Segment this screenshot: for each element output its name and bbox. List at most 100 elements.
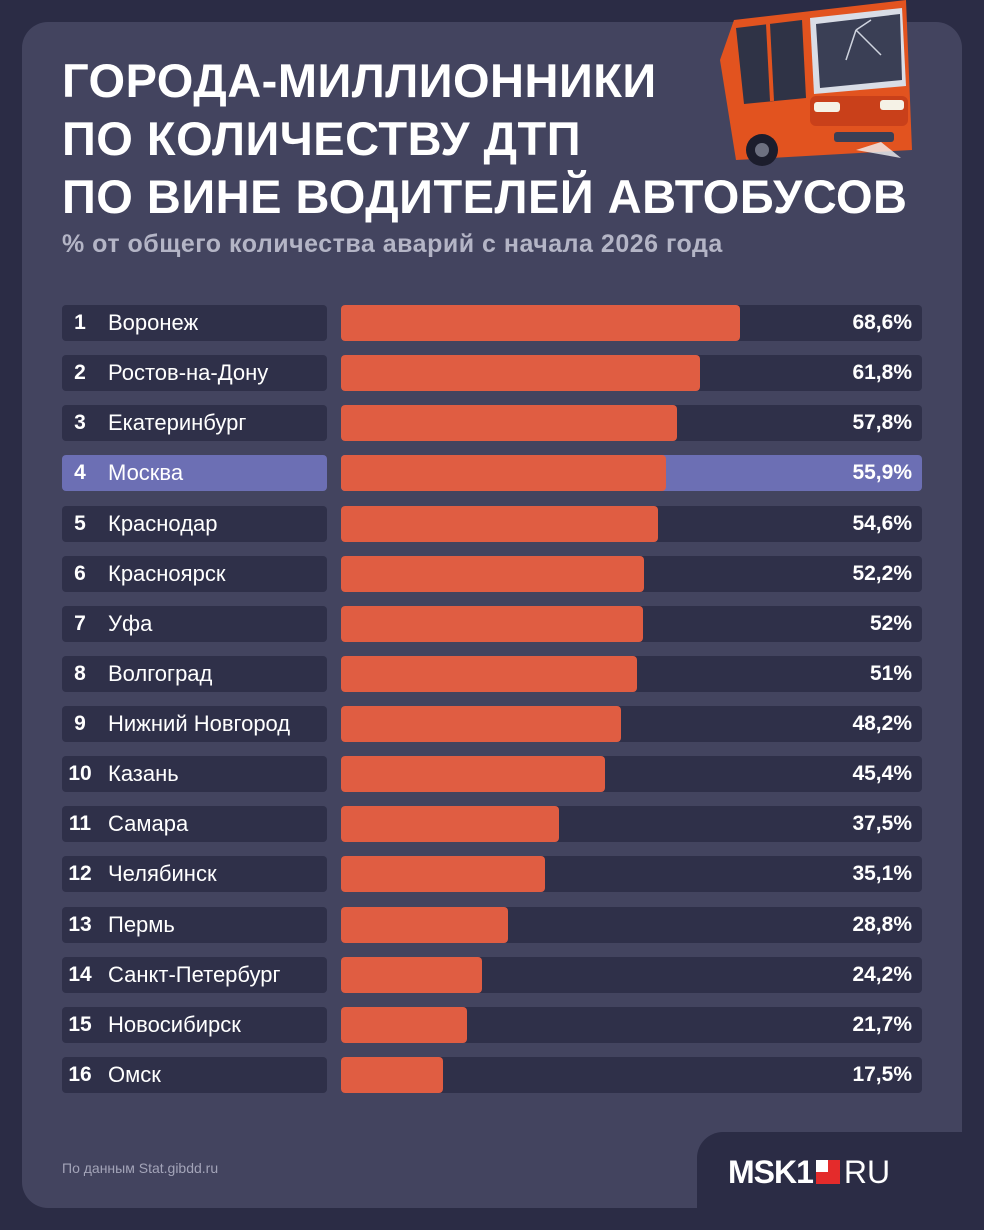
bar-row: 1 Воронеж 68,6%	[62, 305, 922, 341]
bar-track: 61,8%	[341, 355, 922, 392]
value-label: 52,2%	[852, 561, 912, 585]
title-line-1: Города-миллионники	[62, 54, 657, 107]
logo-text-right: RU	[843, 1153, 891, 1190]
value-label: 35,1%	[852, 862, 912, 886]
rank-number: 4	[74, 461, 86, 485]
bar-row: 7 Уфа 52%	[62, 605, 922, 642]
bar-track: 21,7%	[341, 1006, 922, 1043]
bar-track: 37,5%	[341, 806, 922, 843]
chart-subtitle: % от общего количества аварий с начала 2…	[62, 230, 723, 258]
bar-row: 12 Челябинск 35,1%	[62, 856, 922, 893]
city-name: Волгоград	[108, 660, 213, 686]
bar-track: 24,2%	[341, 956, 922, 993]
row-label-box: 11 Самара	[62, 806, 327, 843]
bar-row: 15 Новосибирск 21,7%	[62, 1006, 922, 1043]
bar-row: 3 Екатеринбург 57,8%	[62, 405, 922, 442]
bar	[341, 355, 701, 392]
bar-row: 10 Казань 45,4%	[62, 756, 922, 793]
rank-number: 8	[74, 661, 86, 685]
bar-row: 11 Самара 37,5%	[62, 806, 922, 843]
value-label: 37,5%	[852, 812, 912, 836]
value-label: 52%	[869, 611, 912, 635]
row-label-box: 1 Воронеж	[62, 305, 327, 341]
value-label: 55,9%	[852, 461, 912, 485]
row-label-box: 15 Новосибирск	[62, 1006, 327, 1043]
row-label-box: 8 Волгоград	[62, 655, 327, 692]
city-name: Ростов-на-Дону	[108, 360, 269, 386]
value-label: 48,2%	[852, 712, 912, 735]
bar-row: 13 Пермь 28,8%	[62, 906, 922, 943]
rank-number: 7	[74, 611, 86, 635]
logo-text-left: MSK1	[728, 1153, 814, 1190]
value-label: 57,8%	[852, 411, 912, 435]
city-name: Казань	[108, 761, 179, 787]
city-name: Санкт-Петербург	[108, 961, 281, 987]
value-label: 54,6%	[852, 511, 912, 535]
bar-track: 48,2%	[341, 706, 922, 742]
bar-row: 8 Волгоград 51%	[62, 655, 922, 692]
bar-row: 14 Санкт-Петербург 24,2%	[62, 956, 922, 993]
rank-number: 9	[74, 712, 86, 735]
city-name: Воронеж	[108, 310, 199, 335]
bar-track: 17,5%	[341, 1057, 922, 1093]
value-label: 21,7%	[852, 1012, 912, 1036]
bar-row: 16 Омск 17,5%	[62, 1057, 922, 1093]
row-label-box: 12 Челябинск	[62, 856, 327, 893]
title-line-2: по количеству ДТП	[62, 112, 582, 165]
rank-number: 10	[68, 762, 92, 786]
bar-track: 68,6%	[341, 305, 922, 341]
rank-number: 13	[68, 912, 92, 936]
bar-track: 55,9%	[341, 455, 922, 492]
bar	[341, 706, 621, 742]
value-label: 51%	[869, 661, 912, 685]
bar-track: 54,6%	[341, 505, 922, 542]
city-name: Москва	[108, 460, 184, 486]
row-label-box: 16 Омск	[62, 1057, 327, 1093]
row-label-box: 2 Ростов-на-Дону	[62, 355, 327, 392]
bar-track: 52%	[341, 605, 922, 642]
row-label-box: 7 Уфа	[62, 605, 327, 642]
bar-track: 45,4%	[341, 756, 922, 793]
logo-mark-icon	[815, 1160, 840, 1184]
rank-number: 14	[68, 962, 92, 986]
rank-number: 6	[74, 561, 86, 585]
rank-number: 15	[68, 1012, 92, 1036]
city-name: Челябинск	[108, 861, 217, 887]
city-name: Омск	[108, 1062, 161, 1087]
value-label: 24,2%	[852, 962, 912, 986]
city-name: Новосибирск	[108, 1011, 241, 1037]
row-label-box: 13 Пермь	[62, 906, 327, 943]
source-note: По данным Stat.gibdd.ru	[62, 1160, 219, 1176]
bar-track: 51%	[341, 655, 922, 692]
row-label-box: 4 Москва	[62, 455, 327, 492]
value-label: 61,8%	[852, 361, 912, 385]
bar	[341, 906, 509, 943]
city-name: Красноярск	[108, 560, 226, 586]
city-name: Пермь	[108, 911, 175, 937]
bar	[341, 856, 545, 893]
chart-title: Города-миллионники по количеству ДТП по …	[62, 52, 907, 226]
row-label-box: 3 Екатеринбург	[62, 405, 327, 442]
row-label-box: 10 Казань	[62, 756, 327, 793]
bar-row: 2 Ростов-на-Дону 61,8%	[62, 355, 922, 392]
bar	[341, 1057, 443, 1093]
bar	[341, 756, 605, 793]
site-logo[interactable]: MSK1 RU	[728, 1154, 890, 1190]
rank-number: 16	[68, 1063, 92, 1086]
bar	[341, 455, 666, 492]
bar-track: 57,8%	[341, 405, 922, 442]
rank-number: 12	[68, 862, 92, 886]
rank-number: 11	[68, 812, 92, 836]
bar	[341, 505, 659, 542]
bar	[341, 305, 740, 341]
value-label: 28,8%	[852, 912, 912, 936]
bar	[341, 956, 482, 993]
bar-track: 28,8%	[341, 906, 922, 943]
value-label: 68,6%	[852, 311, 912, 334]
row-label-box: 5 Краснодар	[62, 505, 327, 542]
bus-icon	[720, 0, 912, 166]
value-label: 45,4%	[852, 762, 912, 786]
city-name: Краснодар	[108, 510, 218, 536]
value-label: 17,5%	[852, 1063, 912, 1086]
bar	[341, 806, 559, 843]
